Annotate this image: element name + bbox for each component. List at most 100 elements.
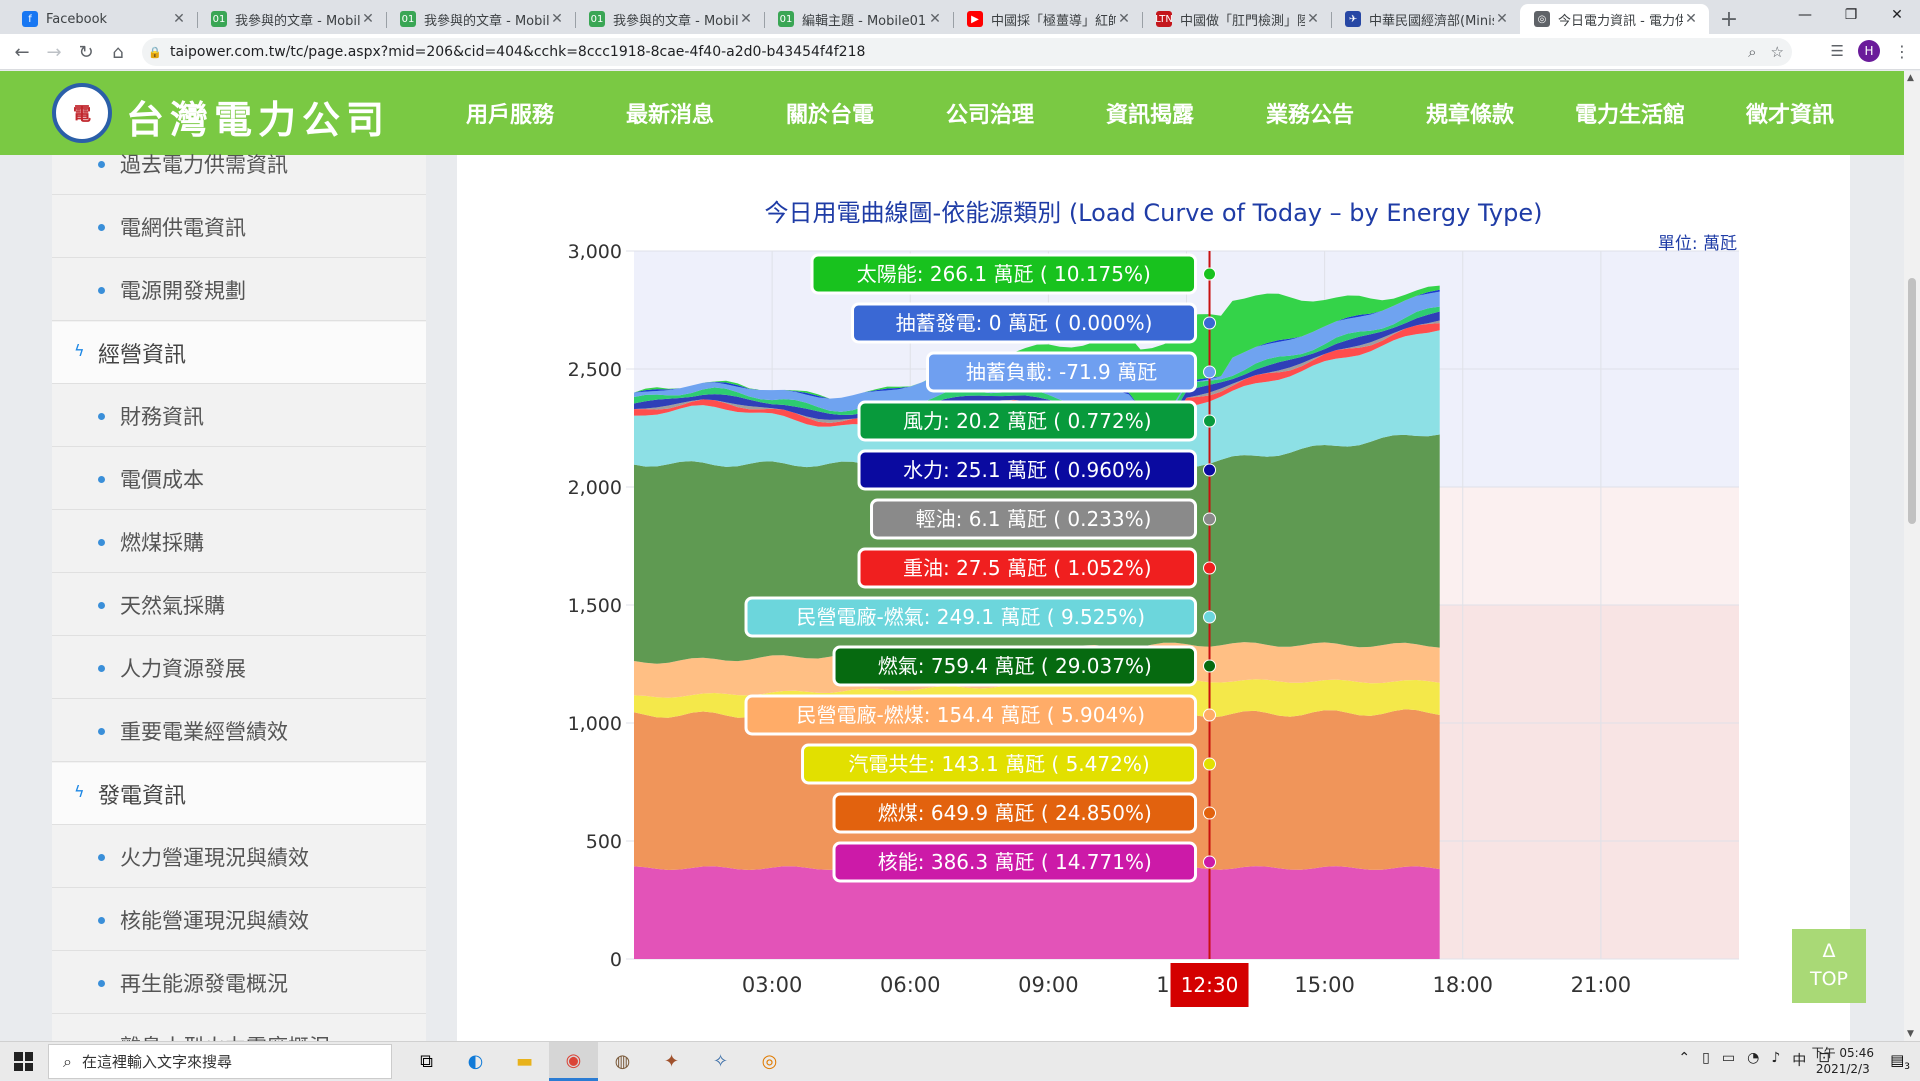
taskbar-search[interactable]: ⌕ 在這裡輸入文字來搜尋 [48,1044,392,1079]
nav-item[interactable]: 最新消息 [625,103,714,128]
area-series[interactable] [634,330,1440,468]
profile-avatar[interactable]: H [1858,40,1880,62]
nav-item[interactable]: 徵才資訊 [1745,103,1834,128]
sidebar-item[interactable]: 電網供電資訊 [52,196,426,258]
tooltip-marker [1203,512,1217,526]
sidebar-item[interactable]: 火力營運現況與績效 [52,826,426,888]
tooltip-box [832,792,1198,834]
input-mode-icon[interactable]: ⊡ [1818,1050,1830,1066]
sidebar-category[interactable]: ϟ 發電資訊 [52,763,426,825]
reading-list-icon[interactable]: ☰ [1830,42,1844,60]
chevron-up-icon[interactable]: ⌃ [1678,1050,1691,1066]
area-series[interactable] [634,285,1440,408]
browser-tab[interactable]: ▶ 中國採「極薑導」紅帥 ✕ [953,4,1142,34]
main-nav: 用戶服務 最新消息 關於台電 公司治理 資訊揭露 業務公告 規章條款 電力生活館 徵才資訊 [430,71,1870,155]
browser-tab[interactable]: 01 我參與的文章 - Mobile01✕ [575,4,764,34]
close-tab-icon[interactable]: ✕ [929,11,941,27]
nav-item[interactable]: 資訊揭露 [1105,103,1194,128]
start-icon[interactable] [14,1052,33,1071]
nav-item[interactable]: 業務公告 [1265,103,1354,128]
nav-item[interactable]: 公司治理 [945,103,1034,128]
edge-icon[interactable]: ◐ [467,1051,484,1072]
browser-tab[interactable]: LTN 中國做「肛門檢測」陸 ✕ [1142,4,1331,34]
menu-icon[interactable]: ⋮ [1894,41,1910,61]
close-tab-icon[interactable]: ✕ [362,11,374,27]
sidebar-item[interactable]: 電價成本 [52,448,426,510]
address-bar[interactable]: 🔒 taipower.com.tw/tc/page.aspx?mid=206&c… [142,38,1792,66]
area-series[interactable] [634,866,1440,959]
sidebar-item[interactable]: 電源開發規劃 [52,259,426,321]
close-window-icon[interactable]: ✕ [1891,7,1903,23]
close-tab-icon[interactable]: ✕ [1685,11,1697,27]
browser-tab[interactable]: 01 我參與的文章 - Mobile01✕ [386,4,575,34]
device-icon[interactable]: ▯ [1702,1050,1710,1066]
brand-name[interactable]: 台灣電力公司 [126,97,391,142]
bookmark-star-icon[interactable]: ☆ [1770,43,1784,61]
task-view-icon[interactable]: ⧉ [420,1051,433,1072]
page-scrollbar[interactable]: ▲ ▼ [1904,71,1920,1041]
mobile01-icon: 01 [400,11,416,27]
close-tab-icon[interactable]: ✕ [1496,11,1508,27]
back-to-top-button[interactable]: Δ TOP [1792,929,1866,1003]
sidebar-item[interactable]: 燃煤採購 [52,511,426,573]
browser-tab[interactable]: f Facebook ✕ [8,4,197,34]
browser-tab[interactable]: ◎ 今日電力資訊 - 電力供 ✕ [1520,4,1709,34]
browser-tab[interactable]: 01 我參與的文章 - Mobile01✕ [197,4,386,34]
sidebar-item[interactable]: 過去電力供需資訊 [52,133,426,195]
ime-indicator[interactable]: 中 [1792,1053,1807,1069]
tooltip-text: 抽蓄發電: 0 萬瓩 ( 0.000%) [896,311,1153,335]
site-header: 電 台灣電力公司 用戶服務 最新消息 關於台電 公司治理 資訊揭露 業務公告 規章條款 電力生… [0,71,1904,155]
notification-icon[interactable]: ▤3 [1890,1051,1910,1072]
tab-title: Facebook [46,11,108,27]
nav-item[interactable]: 規章條款 [1425,103,1514,128]
y-tick-label: 1,000 [568,713,622,735]
app-icon[interactable]: ✦ [663,1051,680,1072]
close-tab-icon[interactable]: ✕ [173,11,185,27]
browser-tab[interactable]: ✈ 中華民國經濟部(Minist ✕ [1331,4,1520,34]
new-tab-button[interactable]: + [1719,6,1739,32]
close-tab-icon[interactable]: ✕ [551,11,563,27]
close-tab-icon[interactable]: ✕ [1118,11,1130,27]
zoom-icon[interactable]: ⌕ [1748,43,1757,61]
app-icon[interactable]: ◍ [614,1051,631,1072]
forward-icon[interactable]: → [46,41,62,63]
lock-icon[interactable]: 🔒 [148,45,162,59]
volume-icon[interactable]: ♪ [1771,1050,1781,1066]
close-tab-icon[interactable]: ✕ [740,11,752,27]
file-explorer-icon[interactable]: ▬ [515,1051,533,1072]
area-series[interactable] [634,320,1440,424]
area-series[interactable] [634,311,1440,421]
sidebar-item[interactable]: 核能營運現況與績效 [52,889,426,951]
load-curve-chart[interactable]: 0 500 1,000 1,500 2,000 2,500 3,000 03:00 06:00 0… [457,155,1850,1041]
sidebar-item[interactable]: 再生能源發電概況 [52,952,426,1014]
nav-item[interactable]: 關於台電 [785,103,874,128]
home-icon[interactable]: ⌂ [112,41,124,63]
network-icon[interactable]: ◔ [1747,1050,1760,1066]
nav-item[interactable]: 用戶服務 [465,103,554,128]
maximize-icon[interactable]: ❐ [1844,7,1858,23]
taipower-logo[interactable]: 電 [52,83,112,143]
sidebar-item[interactable]: 離島小型火力電廠概況 [52,1015,426,1042]
sidebar-category[interactable]: ϟ 經營資訊 [52,322,426,384]
tooltip-box [832,841,1198,883]
sidebar-item[interactable]: 財務資訊 [52,385,426,447]
scroll-thumb[interactable] [1908,278,1916,524]
sidebar-item[interactable]: 重要電業經營績效 [52,700,426,762]
scroll-down-icon[interactable]: ▼ [1907,1029,1914,1039]
app-icon[interactable]: ◎ [761,1051,778,1072]
battery-icon[interactable]: ▭ [1721,1050,1736,1066]
sidebar-item[interactable]: 天然氣採購 [52,574,426,636]
scroll-up-icon[interactable]: ▲ [1907,73,1914,83]
area-series[interactable] [634,306,1440,415]
sidebar-item[interactable]: 人力資源發展 [52,637,426,699]
reload-icon[interactable]: ↻ [78,41,94,63]
clock[interactable]: 下午 05:46 2021/2/3 [1812,1045,1874,1077]
nav-item[interactable]: 電力生活館 [1574,103,1685,128]
back-icon[interactable]: ← [14,41,30,63]
plot-band-low [1439,605,1739,959]
close-tab-icon[interactable]: ✕ [1307,11,1319,27]
browser-tab[interactable]: 01 編輯主題 - Mobile01 ✕ [764,4,953,34]
chrome-icon[interactable]: ◉ [549,1042,598,1081]
minimize-icon[interactable]: — [1798,7,1812,23]
app-icon[interactable]: ✧ [712,1051,729,1072]
